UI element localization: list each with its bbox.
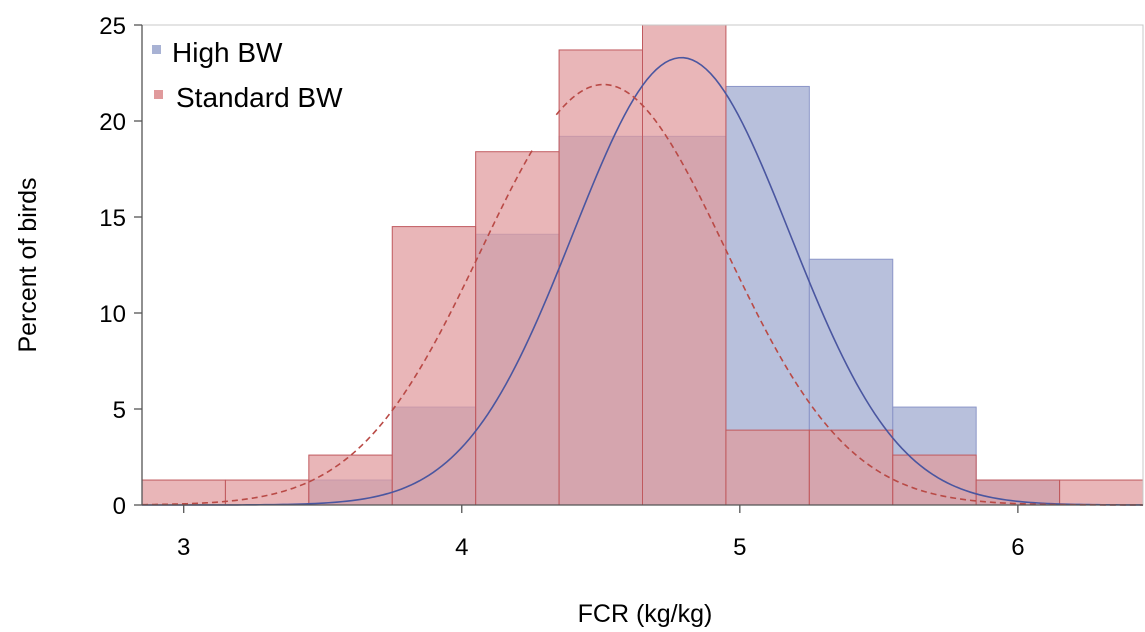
y-tick-label-3: 15 <box>99 205 126 232</box>
x-tick-label-2: 5 <box>733 534 746 561</box>
y-tick-label-5: 25 <box>99 13 126 40</box>
standard-bw-bar-5 <box>558 49 643 506</box>
x-axis-title: FCR (kg/kg) <box>578 600 713 628</box>
legend-label-standard-bw: Standard BW <box>176 82 343 113</box>
standard-bw-bar-9 <box>892 454 977 506</box>
legend-swatch-high-bw <box>152 45 161 54</box>
x-tick-label-0: 3 <box>177 534 190 561</box>
y-tick-label-4: 20 <box>99 109 126 136</box>
standard-bw-bar-0 <box>141 479 226 506</box>
standard-bw-bar-2 <box>308 454 393 506</box>
standard-bw-bar-8 <box>808 429 894 506</box>
standard-bw-bar-6 <box>642 24 727 506</box>
x-axis: 3 4 5 6 <box>177 505 1025 561</box>
y-axis-title: Percent of birds <box>14 177 42 352</box>
y-tick-label-2: 10 <box>99 301 126 328</box>
legend: High BW Standard BW <box>152 37 343 113</box>
y-tick-label-0: 0 <box>113 493 126 520</box>
x-tick-label-1: 4 <box>455 534 468 561</box>
y-tick-label-1: 5 <box>113 397 126 424</box>
x-tick-label-3: 6 <box>1011 534 1024 561</box>
standard-bw-bar-7 <box>725 429 810 506</box>
standard-bw-bar-11 <box>1059 479 1144 506</box>
legend-swatch-standard-bw <box>154 90 163 99</box>
standard-bw-bar-3 <box>391 226 477 506</box>
legend-label-high-bw: High BW <box>172 37 283 68</box>
standard-bw-bar-4 <box>475 151 560 506</box>
high-bw-normal-curve <box>142 56 1144 506</box>
y-axis: 0 5 10 15 20 25 <box>99 13 142 520</box>
standard-bw-bar-1 <box>224 479 310 506</box>
